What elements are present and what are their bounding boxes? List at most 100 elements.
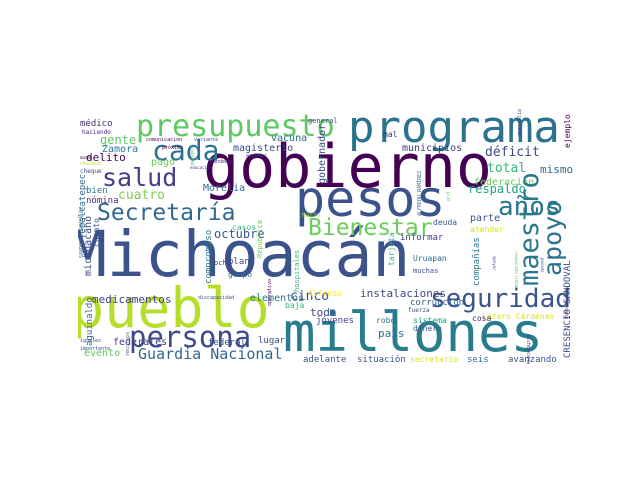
word-seguridad: seguridad [430, 284, 571, 314]
word-delito: delito [86, 151, 126, 164]
word-alfredo-ramirez: ALFREDO RAMÍREZ [417, 170, 423, 216]
word-cheque: cheque [80, 168, 102, 175]
word-deuda: deuda [433, 218, 458, 227]
word-anos: años [498, 192, 561, 222]
word-acceder: acceder [246, 153, 268, 159]
word-pasado: pasado [540, 258, 545, 273]
word-companias: compañías [472, 237, 482, 286]
word-cresencio-sandoval: Marzo [302, 212, 321, 219]
word-pide: problema [190, 146, 195, 166]
word-ciudadanos: mandó [80, 155, 93, 160]
word-total: total [487, 161, 527, 176]
word-persona: persona [129, 320, 252, 354]
word-parte: parte [470, 213, 501, 224]
word-comunicacion: comunicación [146, 137, 183, 143]
word-jovenes: jóvenes [316, 316, 354, 326]
word-apoyar: responsabilidad [514, 251, 519, 288]
word-michoacana: michoacana [525, 334, 531, 365]
word-pesos: pesos [295, 170, 446, 228]
word-bien: bien [86, 186, 108, 196]
word-aguinaldo: aguinaldo [85, 297, 95, 346]
word-cinco: cinco [290, 289, 330, 304]
word-haciendo: haciendo [82, 129, 111, 136]
word-salud: salud [102, 163, 178, 192]
word-baja: baja [285, 301, 305, 310]
word-instalaciones: instalaciones [360, 287, 447, 300]
word-programa: programa [348, 106, 560, 153]
word-importante: michoacana [563, 289, 569, 320]
word-variante: variante [194, 137, 219, 143]
word-federales: federales [113, 337, 168, 348]
word-secretario: secretario [410, 355, 459, 364]
word-respaldo: respaldo [468, 182, 526, 196]
word-adelante: adelante [303, 355, 347, 365]
word-cada: cada [152, 134, 220, 167]
word-elementos: elementos [250, 293, 305, 304]
word-lazaro-cardenas: Lázaro Cárdenas [482, 312, 555, 321]
word-michoacan: Michoacán [78, 218, 411, 291]
word-proximo: próximo [162, 145, 184, 151]
word-federal: federal [208, 338, 246, 348]
word-medicamentos: medicamentos [92, 293, 172, 306]
word-operativo: discapacidad [198, 295, 235, 301]
word-municipios: municipios [402, 143, 463, 154]
word-presupuesto: presupuesto [136, 109, 335, 144]
word-iguales: pandemia [210, 159, 235, 165]
word-tarjeta: tarjeta [387, 232, 396, 266]
word-seis: seis [467, 355, 489, 365]
word-sandoval-gonzalez: SANDOVAL GONZÁLEZ [79, 206, 85, 258]
word-vacuna: vacuna [271, 133, 308, 144]
word-problema: iguales [80, 338, 102, 344]
word-robo: robo [376, 316, 396, 325]
word-pandemia: operativo [267, 278, 273, 306]
word-deficit: déficit [485, 145, 540, 160]
word-federacion: federación [474, 177, 535, 188]
word-dinero: dinero [413, 324, 442, 333]
word-fuerza: fuerza [408, 307, 430, 314]
word-millones: millones [283, 301, 544, 364]
word-lugar: lugar [258, 336, 286, 346]
word-compromiso: compromiso [204, 229, 214, 284]
word-cuanto: cuanto [92, 218, 101, 247]
word-gobierno: gobierno [203, 132, 492, 202]
word-informar: informar [400, 233, 444, 243]
word-magisterio: magisterio [233, 143, 294, 154]
word-educacion: educación [190, 165, 212, 170]
word-pueblo: pueblo [78, 276, 270, 340]
word-cuatro: cuatro [118, 188, 165, 203]
word-muchas: muchas [413, 267, 439, 275]
word-gobernador: gobernador [317, 123, 328, 184]
word-republica: República [256, 220, 264, 258]
word-medico: médico [80, 119, 113, 129]
word-avanzando: avanzando [508, 355, 557, 365]
word-mando: apoyar [492, 256, 497, 271]
word-zamora: Zamora [102, 144, 139, 155]
word-recursos: recursos [125, 331, 131, 356]
word-cloud: Michoacán gobierno programa pueblo millo… [78, 106, 576, 369]
word-cosa: cosa [472, 314, 492, 323]
word-responsabilidad: pide [446, 192, 451, 202]
word-casos: casos [232, 223, 257, 232]
word-corrupcion: corrupción [410, 298, 465, 308]
word-octubre: octubre [214, 227, 265, 241]
word-mal: mal [383, 130, 398, 139]
word-grupo: grupo [228, 270, 253, 279]
word-hospitales: hospitales [293, 249, 301, 292]
word-mismo: mismo [540, 163, 574, 176]
word-chaleco: chaleco [80, 161, 102, 167]
word-plan: plan [228, 257, 250, 267]
word-ocho: ocho [214, 259, 231, 267]
word-nomina: nómina [86, 196, 119, 206]
word-morelia: Morelia [203, 183, 246, 194]
word-situacion: situación [357, 355, 406, 365]
word-gente: gente [100, 133, 137, 147]
word-pais: país [378, 327, 405, 340]
word-bienestar: Bienestar [308, 215, 433, 241]
word-general: general [308, 117, 338, 125]
word-evento: evento [84, 348, 121, 359]
word-guardia-nacional: Guardia Nacional [138, 345, 283, 363]
word-uruapan: Uruapan [413, 254, 447, 263]
word-secretaria: Secretaría [97, 200, 236, 226]
word-atender: atender [470, 225, 504, 234]
word-discapacidad: importante [80, 346, 111, 352]
